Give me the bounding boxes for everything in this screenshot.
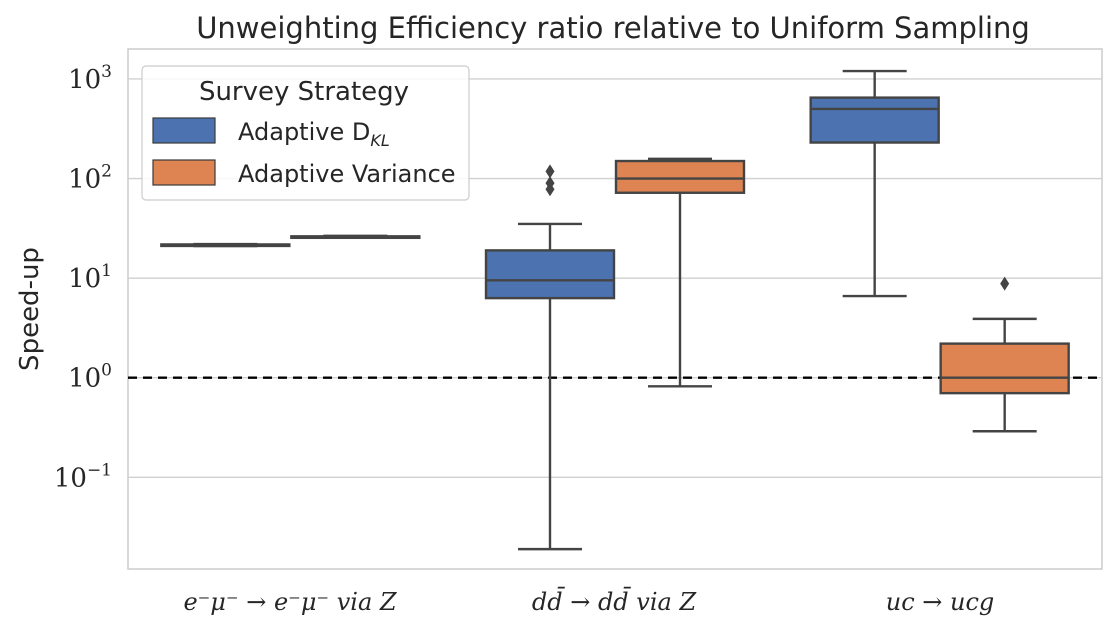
y-tick-label-0: 10−1 xyxy=(54,460,112,493)
box-adaptive-dkl-ddbar-flier-1 xyxy=(545,176,555,191)
legend-title: Survey Strategy xyxy=(199,77,409,107)
legend-label-adaptive-variance: Adaptive Variance xyxy=(238,160,456,188)
box-adaptive-variance-ddbar-iqr xyxy=(614,159,746,194)
legend-label-adaptive-dkl: Adaptive DKL xyxy=(238,118,390,150)
chart-title: Unweighting Efficiency ratio relative to… xyxy=(196,11,1030,45)
legend-box xyxy=(141,65,470,201)
box-adaptive-dkl-ddbar-flier-2 xyxy=(545,164,555,179)
legend-swatch-adaptive-variance xyxy=(152,159,216,186)
y-tick-label-3: 102 xyxy=(68,162,112,195)
box-adaptive-dkl-uc xyxy=(809,69,940,298)
legend-swatch-adaptive-dkl xyxy=(152,117,216,144)
y-tick-label-4: 103 xyxy=(68,62,112,95)
y-tick-labels: 10−1 100 101 102 103 xyxy=(54,62,112,493)
box-adaptive-variance-emu xyxy=(290,234,421,240)
box-adaptive-dkl-ddbar xyxy=(484,164,616,551)
box-adaptive-dkl-ddbar-iqr xyxy=(484,249,616,300)
box-adaptive-variance-ddbar xyxy=(614,157,746,388)
category-label-ddbar: dd̄ → dd̄ via Z xyxy=(532,587,698,616)
box-adaptive-dkl-emu xyxy=(160,242,291,248)
box-adaptive-variance-uc xyxy=(939,276,1070,433)
y-tick-label-2: 101 xyxy=(68,261,112,294)
category-label-uc: uc → ucg xyxy=(886,588,995,616)
y-tick-label-1: 100 xyxy=(68,361,112,394)
legend: Survey Strategy Adaptive DKL Adaptive Va… xyxy=(141,65,470,201)
box-adaptive-variance-uc-flier-0 xyxy=(1000,276,1010,291)
category-label-emu: e⁻μ⁻ → e⁻μ⁻ via Z xyxy=(183,588,397,616)
box-series xyxy=(160,69,1070,551)
box-adaptive-dkl-uc-iqr xyxy=(809,96,940,144)
y-axis-label: Speed-up xyxy=(15,247,45,371)
box-adaptive-variance-uc-iqr xyxy=(939,342,1070,395)
